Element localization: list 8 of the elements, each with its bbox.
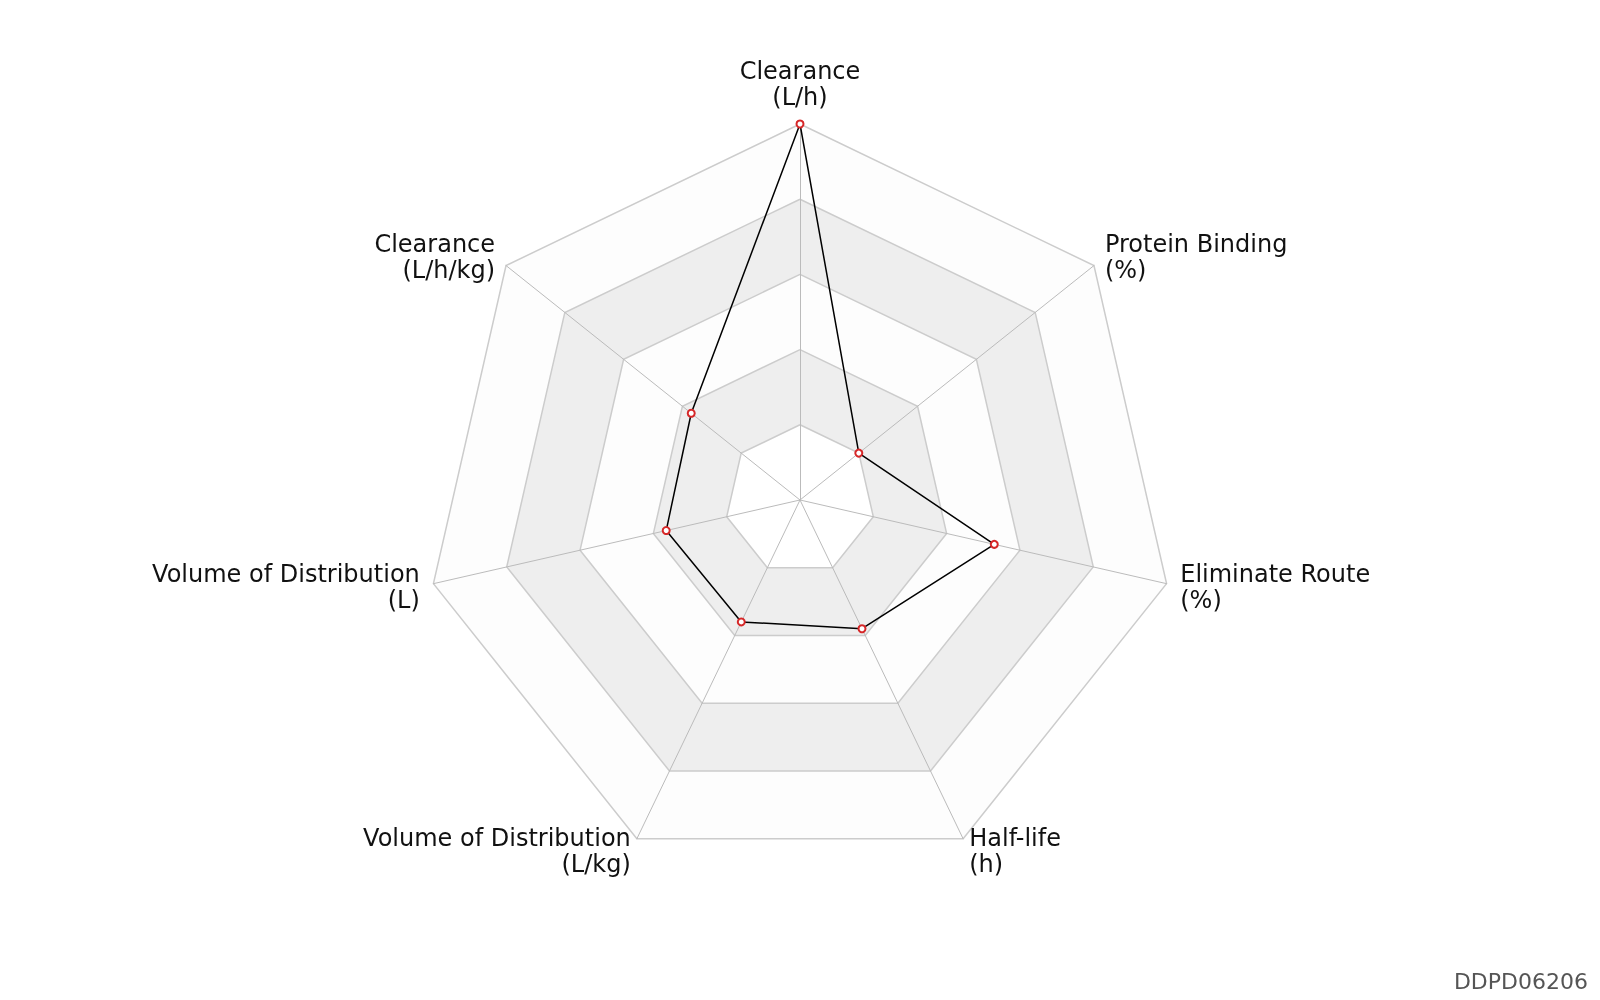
spoke-label: Eliminate Route (%) bbox=[1180, 559, 1371, 614]
spoke-label: Protein Binding (%) bbox=[1104, 229, 1288, 284]
text: DDPD06206 bbox=[1453, 968, 1588, 994]
spoke-label: Volume of Distribution (L) bbox=[152, 559, 420, 614]
spoke-label: Clearance (L/h/kg) bbox=[374, 229, 496, 284]
spoke-label: Volume of Distribution (L/kg) bbox=[363, 824, 631, 879]
spoke-label: Clearance (L/h) bbox=[739, 57, 861, 111]
spoke-label: Half-life (h) bbox=[969, 824, 1061, 879]
